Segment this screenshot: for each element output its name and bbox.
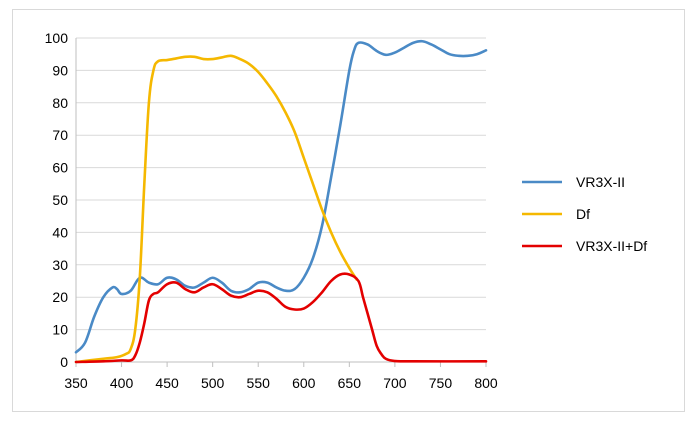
series-lines [74, 39, 488, 364]
x-tick-label: 350 [64, 375, 88, 391]
gridlines [76, 37, 486, 331]
x-tick-label: 500 [201, 375, 225, 391]
x-tick-label: 800 [474, 375, 498, 391]
x-tick-label: 600 [292, 375, 316, 391]
y-tick-label: 40 [52, 224, 68, 240]
x-tick-label: 550 [247, 375, 271, 391]
y-tick-label: 0 [60, 354, 68, 370]
x-tick-label: 450 [155, 375, 179, 391]
y-tick-label: 20 [52, 289, 68, 305]
x-axis-tick-labels: 350 400 450 500 550 600 650 700 750 800 [64, 375, 498, 391]
y-tick-label: 30 [52, 257, 68, 273]
legend-label-1: Df [576, 206, 590, 222]
legend: VR3X-II Df VR3X-II+Df [522, 174, 647, 254]
y-tick-label: 90 [52, 62, 68, 78]
y-tick-label: 70 [52, 127, 68, 143]
legend-label-0: VR3X-II [576, 174, 625, 190]
x-tick-label: 700 [383, 375, 407, 391]
series-line-2 [74, 272, 488, 364]
y-axis-tick-labels: 0 10 20 30 40 50 60 70 80 90 100 [45, 30, 69, 370]
legend-label-2: VR3X-II+Df [576, 238, 647, 254]
y-tick-label: 80 [52, 95, 68, 111]
y-tick-label: 50 [52, 192, 68, 208]
x-tick-label: 400 [110, 375, 134, 391]
x-tick-label: 750 [429, 375, 453, 391]
y-tick-label: 60 [52, 160, 68, 176]
x-tick-label: 650 [338, 375, 362, 391]
y-tick-label: 10 [52, 322, 68, 338]
series-line-1 [74, 54, 358, 364]
y-tick-label: 100 [45, 30, 69, 46]
